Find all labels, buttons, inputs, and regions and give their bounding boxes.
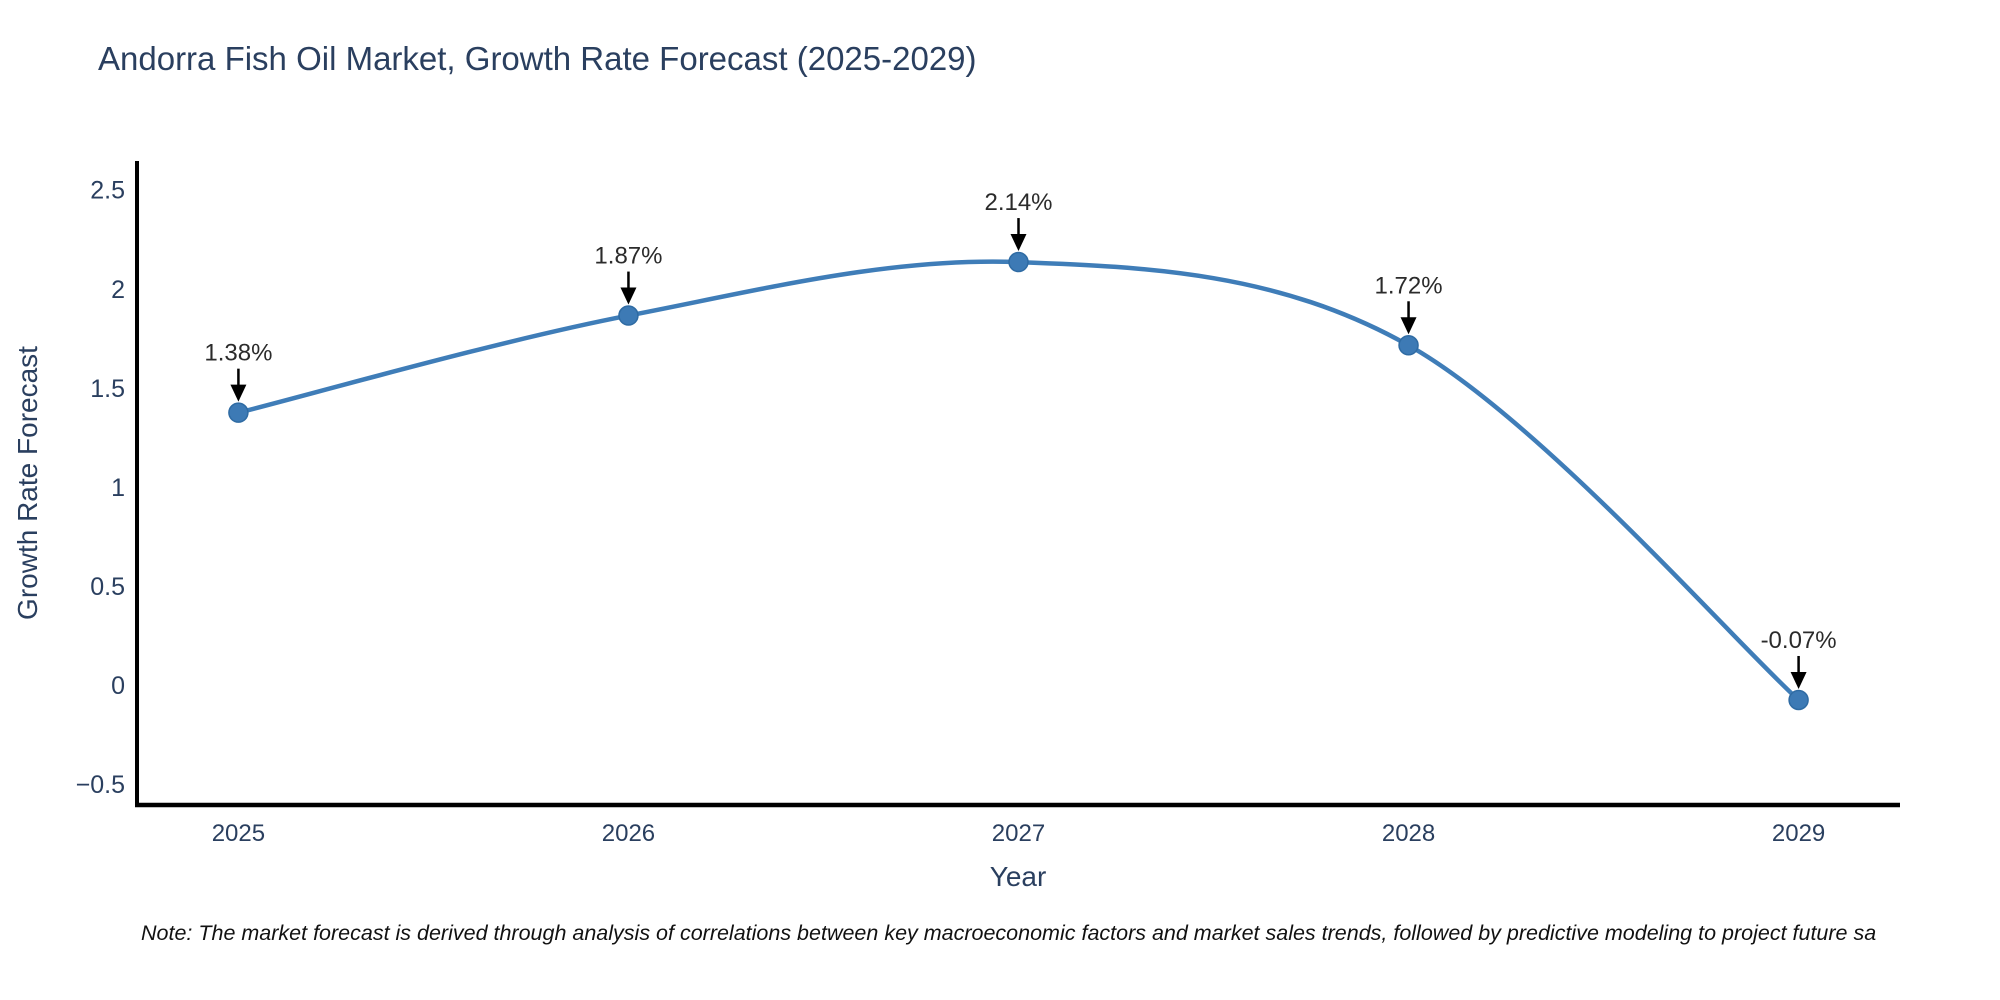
x-axis-title: Year	[989, 861, 1047, 892]
data-point-label: -0.07%	[1761, 627, 1837, 654]
data-point-label: 1.38%	[204, 340, 272, 367]
y-axis-title: Growth Rate Forecast	[12, 346, 43, 620]
annotation-arrowhead-icon	[1400, 317, 1417, 335]
data-point-marker[interactable]	[618, 305, 639, 326]
annotation-arrowhead-icon	[1010, 234, 1027, 252]
data-point-label: 1.72%	[1375, 272, 1443, 299]
trend-line	[236, 259, 1801, 703]
annotation-arrowhead-icon	[620, 287, 637, 305]
data-point-marker[interactable]	[1008, 251, 1029, 273]
y-tick-label: 2.5	[90, 177, 125, 205]
x-tick-label: 2026	[602, 820, 655, 847]
x-tick-label: 2029	[1772, 820, 1825, 847]
data-point-label: 1.87%	[594, 243, 662, 270]
annotation-arrowhead-icon	[1790, 671, 1807, 689]
y-tick-label: 1	[111, 474, 125, 502]
chart-title: Andorra Fish Oil Market, Growth Rate For…	[98, 40, 977, 77]
y-tick-label: 1.5	[90, 375, 125, 403]
y-tick-label: 0.5	[90, 573, 125, 601]
data-point-marker[interactable]	[228, 402, 249, 423]
data-point-marker[interactable]	[1398, 335, 1419, 356]
footnote: Note: The market forecast is derived thr…	[141, 921, 1877, 945]
data-point-label: 2.14%	[984, 189, 1052, 216]
y-tick-label: 0	[111, 672, 125, 700]
annotation-arrowhead-icon	[230, 384, 247, 402]
x-tick-label: 2028	[1382, 820, 1435, 847]
y-tick-label: 2	[111, 276, 125, 304]
y-tick-label: −0.5	[76, 771, 125, 799]
data-point-marker[interactable]	[1788, 689, 1809, 711]
x-tick-label: 2025	[212, 820, 265, 847]
x-tick-label: 2027	[992, 820, 1045, 847]
